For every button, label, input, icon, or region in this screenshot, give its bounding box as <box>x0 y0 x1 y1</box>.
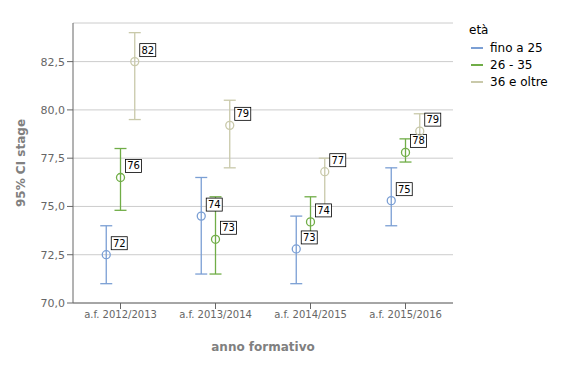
svg-text:73: 73 <box>303 232 316 243</box>
svg-text:77,5: 77,5 <box>41 152 66 165</box>
html-text:26 - 35: 26 - 35 <box>490 58 533 72</box>
svg-text:80,0: 80,0 <box>41 104 66 117</box>
svg-text:75,0: 75,0 <box>41 200 66 213</box>
svg-text:72: 72 <box>113 238 126 249</box>
svg-text:a.f. 2015/2016: a.f. 2015/2016 <box>369 309 442 320</box>
svg-text:82: 82 <box>141 45 154 56</box>
svg-text:74: 74 <box>317 205 330 216</box>
svg-text:73: 73 <box>222 222 235 233</box>
svg-text:78: 78 <box>412 135 425 146</box>
html-text:età: età <box>469 23 489 37</box>
svg-text:72,5: 72,5 <box>41 249 66 262</box>
svg-text:70,0: 70,0 <box>41 297 66 310</box>
svg-text:77: 77 <box>331 155 344 166</box>
html-text:fino a 25: fino a 25 <box>490 41 543 55</box>
svg-text:74: 74 <box>208 199 221 210</box>
svg-text:79: 79 <box>236 108 249 119</box>
svg-text:95% CI stage: 95% CI stage <box>14 119 28 207</box>
svg-text:a.f. 2012/2013: a.f. 2012/2013 <box>84 309 157 320</box>
svg-text:a.f. 2014/2015: a.f. 2014/2015 <box>274 309 347 320</box>
html-text:36 e oltre: 36 e oltre <box>490 75 548 89</box>
svg-text:anno formativo: anno formativo <box>211 340 315 354</box>
svg-text:75: 75 <box>398 184 411 195</box>
svg-text:a.f. 2013/2014: a.f. 2013/2014 <box>179 309 252 320</box>
svg-text:79: 79 <box>426 114 439 125</box>
svg-text:76: 76 <box>127 160 140 171</box>
svg-text:82,5: 82,5 <box>41 56 66 69</box>
